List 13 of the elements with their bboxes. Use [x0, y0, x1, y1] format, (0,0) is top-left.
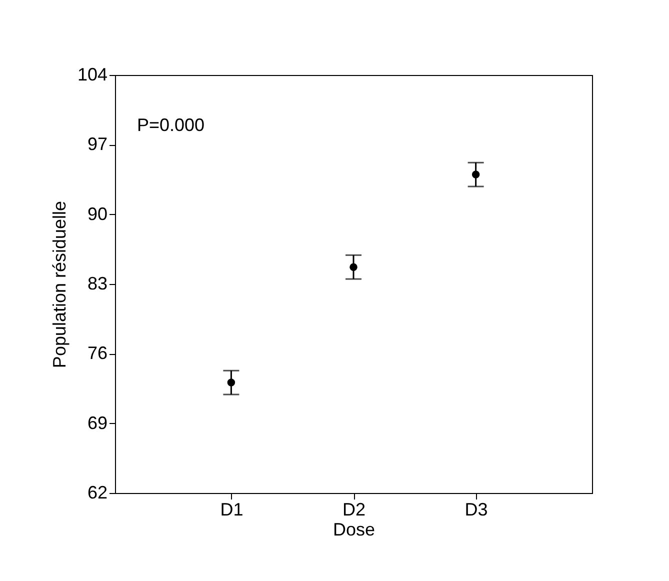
- y-tick-label: 62: [87, 482, 108, 502]
- y-tick-label: 90: [87, 204, 108, 224]
- y-tick-label: 69: [87, 412, 108, 433]
- y-tick-label: 76: [87, 343, 108, 364]
- x-tick-label: D3: [464, 500, 488, 520]
- x-axis-title: Dose: [332, 520, 376, 540]
- y-tick-label: 83: [87, 274, 108, 294]
- annotation: P=0.000: [137, 115, 205, 135]
- y-tick-label: 97: [87, 134, 108, 154]
- x-tick-label: D1: [220, 500, 244, 520]
- y-tick-label: 104: [77, 64, 108, 84]
- x-tick-label: D2: [342, 500, 366, 520]
- y-axis-title: Population résiduelle: [49, 200, 70, 368]
